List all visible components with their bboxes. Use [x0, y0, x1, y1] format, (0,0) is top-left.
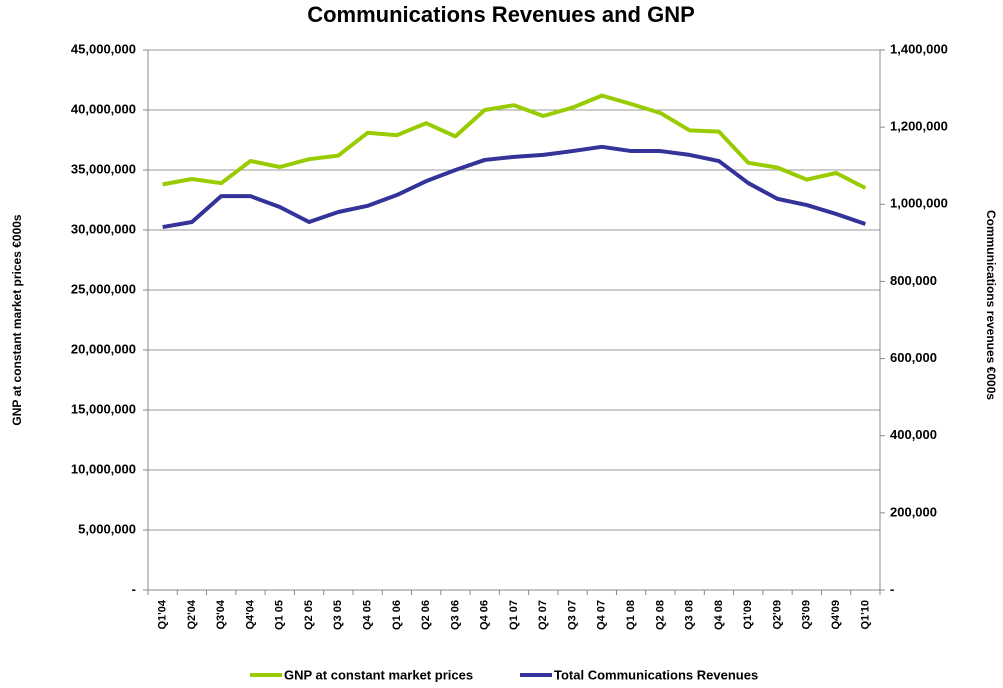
x-tick-label: Q1 05: [274, 600, 286, 630]
series-line: [162, 93, 867, 190]
x-tick-label: Q1'09: [742, 600, 754, 630]
x-tick-label: Q1 07: [508, 600, 520, 630]
y2-tick-label: 600,000: [890, 350, 937, 365]
x-tick-label: Q3 07: [566, 600, 578, 630]
x-tick-label: Q4'09: [830, 600, 842, 630]
x-tick-label: Q4 07: [596, 600, 608, 630]
x-tick-label: Q3 05: [332, 600, 344, 630]
y-tick-label: 25,000,000: [71, 281, 136, 296]
y2-tick-label: 1,400,000: [890, 41, 948, 56]
x-tick-label: Q2 05: [303, 600, 315, 630]
y-tick-label: 10,000,000: [71, 461, 136, 476]
y2-tick-label: 200,000: [890, 504, 937, 519]
x-tick-label: Q3 06: [449, 600, 461, 630]
x-tick-label: Q4 05: [362, 600, 374, 630]
y2-axis-title: Communications revenues €000s: [984, 210, 998, 400]
x-tick-label: Q2'09: [771, 600, 783, 630]
x-tick-label: Q2 07: [537, 600, 549, 630]
y-tick-label: 45,000,000: [71, 41, 136, 56]
x-tick-label: Q1'10: [859, 600, 871, 630]
y-tick-label: 35,000,000: [71, 161, 136, 176]
legend-label: GNP at constant market prices: [284, 667, 473, 682]
legend-label: Total Communications Revenues: [554, 667, 758, 682]
y-tick-label: 5,000,000: [78, 521, 136, 536]
y-axis-title: GNP at constant market prices €000s: [10, 214, 24, 426]
x-tick-label: Q1'04: [157, 599, 169, 629]
y2-tick-label: -: [890, 581, 894, 596]
chart-title: Communications Revenues and GNP: [307, 2, 695, 27]
y-tick-label: 40,000,000: [71, 101, 136, 116]
x-tick-label: Q3'09: [801, 600, 813, 630]
x-tick-label: Q4 06: [479, 600, 491, 630]
x-tick-label: Q2'04: [186, 599, 198, 629]
y-tick-label: -: [132, 581, 136, 596]
x-tick-label: Q4'04: [244, 599, 256, 629]
y-tick-label: 30,000,000: [71, 221, 136, 236]
y2-tick-label: 1,200,000: [890, 119, 948, 134]
x-tick-label: Q1 06: [391, 600, 403, 630]
y-tick-label: 15,000,000: [71, 401, 136, 416]
x-tick-label: Q4 08: [713, 600, 725, 630]
y2-tick-label: 1,000,000: [890, 196, 948, 211]
y2-tick-label: 400,000: [890, 427, 937, 442]
x-tick-label: Q1 08: [625, 600, 637, 630]
y-tick-label: 20,000,000: [71, 341, 136, 356]
y2-tick-label: 800,000: [890, 273, 937, 288]
x-tick-label: Q3 08: [684, 600, 696, 630]
series-line: [162, 144, 867, 230]
x-tick-label: Q3'04: [215, 599, 227, 629]
x-tick-label: Q2 08: [654, 600, 666, 630]
x-tick-label: Q2 06: [420, 600, 432, 630]
